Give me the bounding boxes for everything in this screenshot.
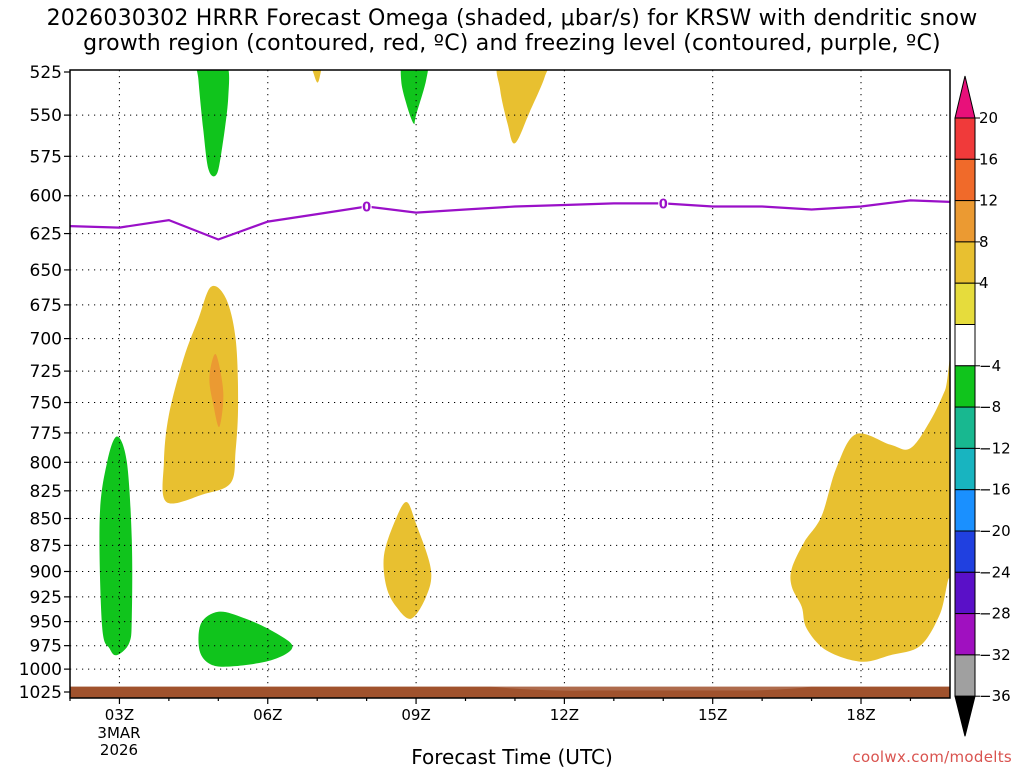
ground-fill — [70, 686, 950, 698]
colorbar-top-arrow — [954, 75, 976, 119]
colorbar-label-6: −8 — [979, 398, 1001, 416]
colorbar-bin-9 — [954, 447, 976, 491]
ytick-label-775: 775 — [30, 424, 62, 444]
y-axis: 525 550 575 600 625 650 675 700 725 750 775 800 825 8… — [19, 63, 70, 703]
colorbar-bin-14 — [954, 654, 976, 697]
colorbar-label-13: −36 — [979, 687, 1011, 705]
date-label-year: 2026 — [100, 741, 138, 759]
ground-dip — [490, 686, 812, 691]
ytick-label-850: 850 — [30, 510, 62, 530]
ytick-label-1025: 1025 — [19, 683, 62, 703]
colorbar-label-2: 12 — [979, 192, 998, 210]
ytick-label-975: 975 — [30, 637, 62, 657]
ytick-label-825: 825 — [30, 482, 62, 502]
omega-yellow-upper-2 — [496, 70, 548, 144]
ytick-label-575: 575 — [30, 147, 62, 167]
colorbar-bin-8 — [954, 406, 976, 449]
omega-orange-mid — [209, 354, 224, 428]
xtick-label-15Z: 15Z — [698, 706, 727, 724]
colorbar-bin-3 — [954, 200, 976, 243]
ytick-label-875: 875 — [30, 536, 62, 556]
ytick-label-675: 675 — [30, 296, 62, 316]
freezing-label-bg-0 — [361, 199, 372, 214]
ytick-label-725: 725 — [30, 362, 62, 382]
colorbar-bin-12 — [954, 571, 976, 615]
omega-green-upper-1 — [196, 70, 230, 177]
date-label-month: 3MAR — [97, 724, 140, 742]
colorbar-label-0: 20 — [979, 109, 998, 127]
colorbar-label-10: −24 — [979, 563, 1011, 581]
xtick-label-03Z: 03Z — [105, 706, 134, 724]
ytick-label-525: 525 — [30, 63, 62, 83]
omega-yellow-mid — [162, 285, 239, 504]
omega-green-lower — [198, 611, 293, 667]
xtick-label-12Z: 12Z — [550, 706, 579, 724]
x-axis-title: Forecast Time (UTC) — [411, 745, 613, 769]
colorbar-label-1: 16 — [979, 150, 998, 168]
ytick-label-950: 950 — [30, 613, 62, 633]
colorbar-label-11: −28 — [979, 605, 1011, 623]
colorbar: 20 16 12 8 4 −4 −8 −12 −16 −20 −24 −28 −32 −36 — [954, 75, 1011, 737]
xtick-label-06Z: 06Z — [253, 706, 282, 724]
colorbar-bottom-arrow — [954, 695, 976, 737]
colorbar-bin-6 — [954, 324, 976, 367]
freezing-level-contour — [70, 199, 950, 241]
omega-green-lower-left — [99, 436, 133, 656]
ytick-label-550: 550 — [30, 106, 62, 126]
colorbar-label-7: −12 — [979, 439, 1011, 457]
ytick-label-900: 900 — [30, 562, 62, 582]
x-axis: 03Z 06Z 09Z 12Z 15Z 18Z — [69, 698, 912, 724]
omega-yellow-upper-1 — [312, 70, 322, 83]
colorbar-bin-5 — [954, 282, 976, 326]
colorbar-label-5: −4 — [979, 357, 1001, 375]
colorbar-bin-13 — [954, 613, 976, 656]
colorbar-bin-11 — [954, 530, 976, 573]
ytick-label-600: 600 — [30, 187, 62, 207]
site-credit: coolwx.com/modelts — [852, 748, 1012, 766]
ytick-label-700: 700 — [30, 330, 62, 350]
colorbar-label-4: 4 — [979, 274, 989, 292]
colorbar-label-12: −32 — [979, 646, 1011, 664]
omega-shading-layer — [99, 70, 950, 667]
omega-yellow-lower — [383, 502, 432, 619]
colorbar-bin-10 — [954, 489, 976, 532]
ytick-label-1000: 1000 — [19, 660, 62, 680]
freezing-level-label-1: 0 — [659, 197, 668, 212]
freezing-level-label-0: 0 — [362, 200, 371, 215]
xtick-label-09Z: 09Z — [401, 706, 430, 724]
omega-yellow-right — [790, 356, 950, 662]
ytick-label-625: 625 — [30, 225, 62, 245]
ytick-label-750: 750 — [30, 394, 62, 414]
colorbar-label-3: 8 — [979, 233, 989, 251]
chart-title-line1: 2026030302 HRRR Forecast Omega (shaded, … — [46, 6, 978, 31]
freezing-label-bg-1 — [658, 196, 669, 211]
colorbar-label-9: −20 — [979, 522, 1011, 540]
colorbar-bin-1 — [954, 117, 976, 160]
chart-title-line2: growth region (contoured, red, ºC) and f… — [83, 31, 941, 56]
ytick-label-925: 925 — [30, 588, 62, 608]
xtick-label-18Z: 18Z — [846, 706, 875, 724]
colorbar-bin-4 — [954, 241, 976, 284]
colorbar-bin-2 — [954, 158, 976, 202]
colorbar-bin-7 — [954, 365, 976, 408]
colorbar-label-8: −16 — [979, 481, 1011, 499]
ytick-label-650: 650 — [30, 261, 62, 281]
ground-layer — [70, 686, 950, 698]
omega-green-upper-2 — [400, 70, 428, 125]
ytick-label-800: 800 — [30, 453, 62, 473]
plot-frame — [69, 69, 951, 699]
chart-title: 2026030302 HRRR Forecast Omega (shaded, … — [0, 6, 1024, 56]
